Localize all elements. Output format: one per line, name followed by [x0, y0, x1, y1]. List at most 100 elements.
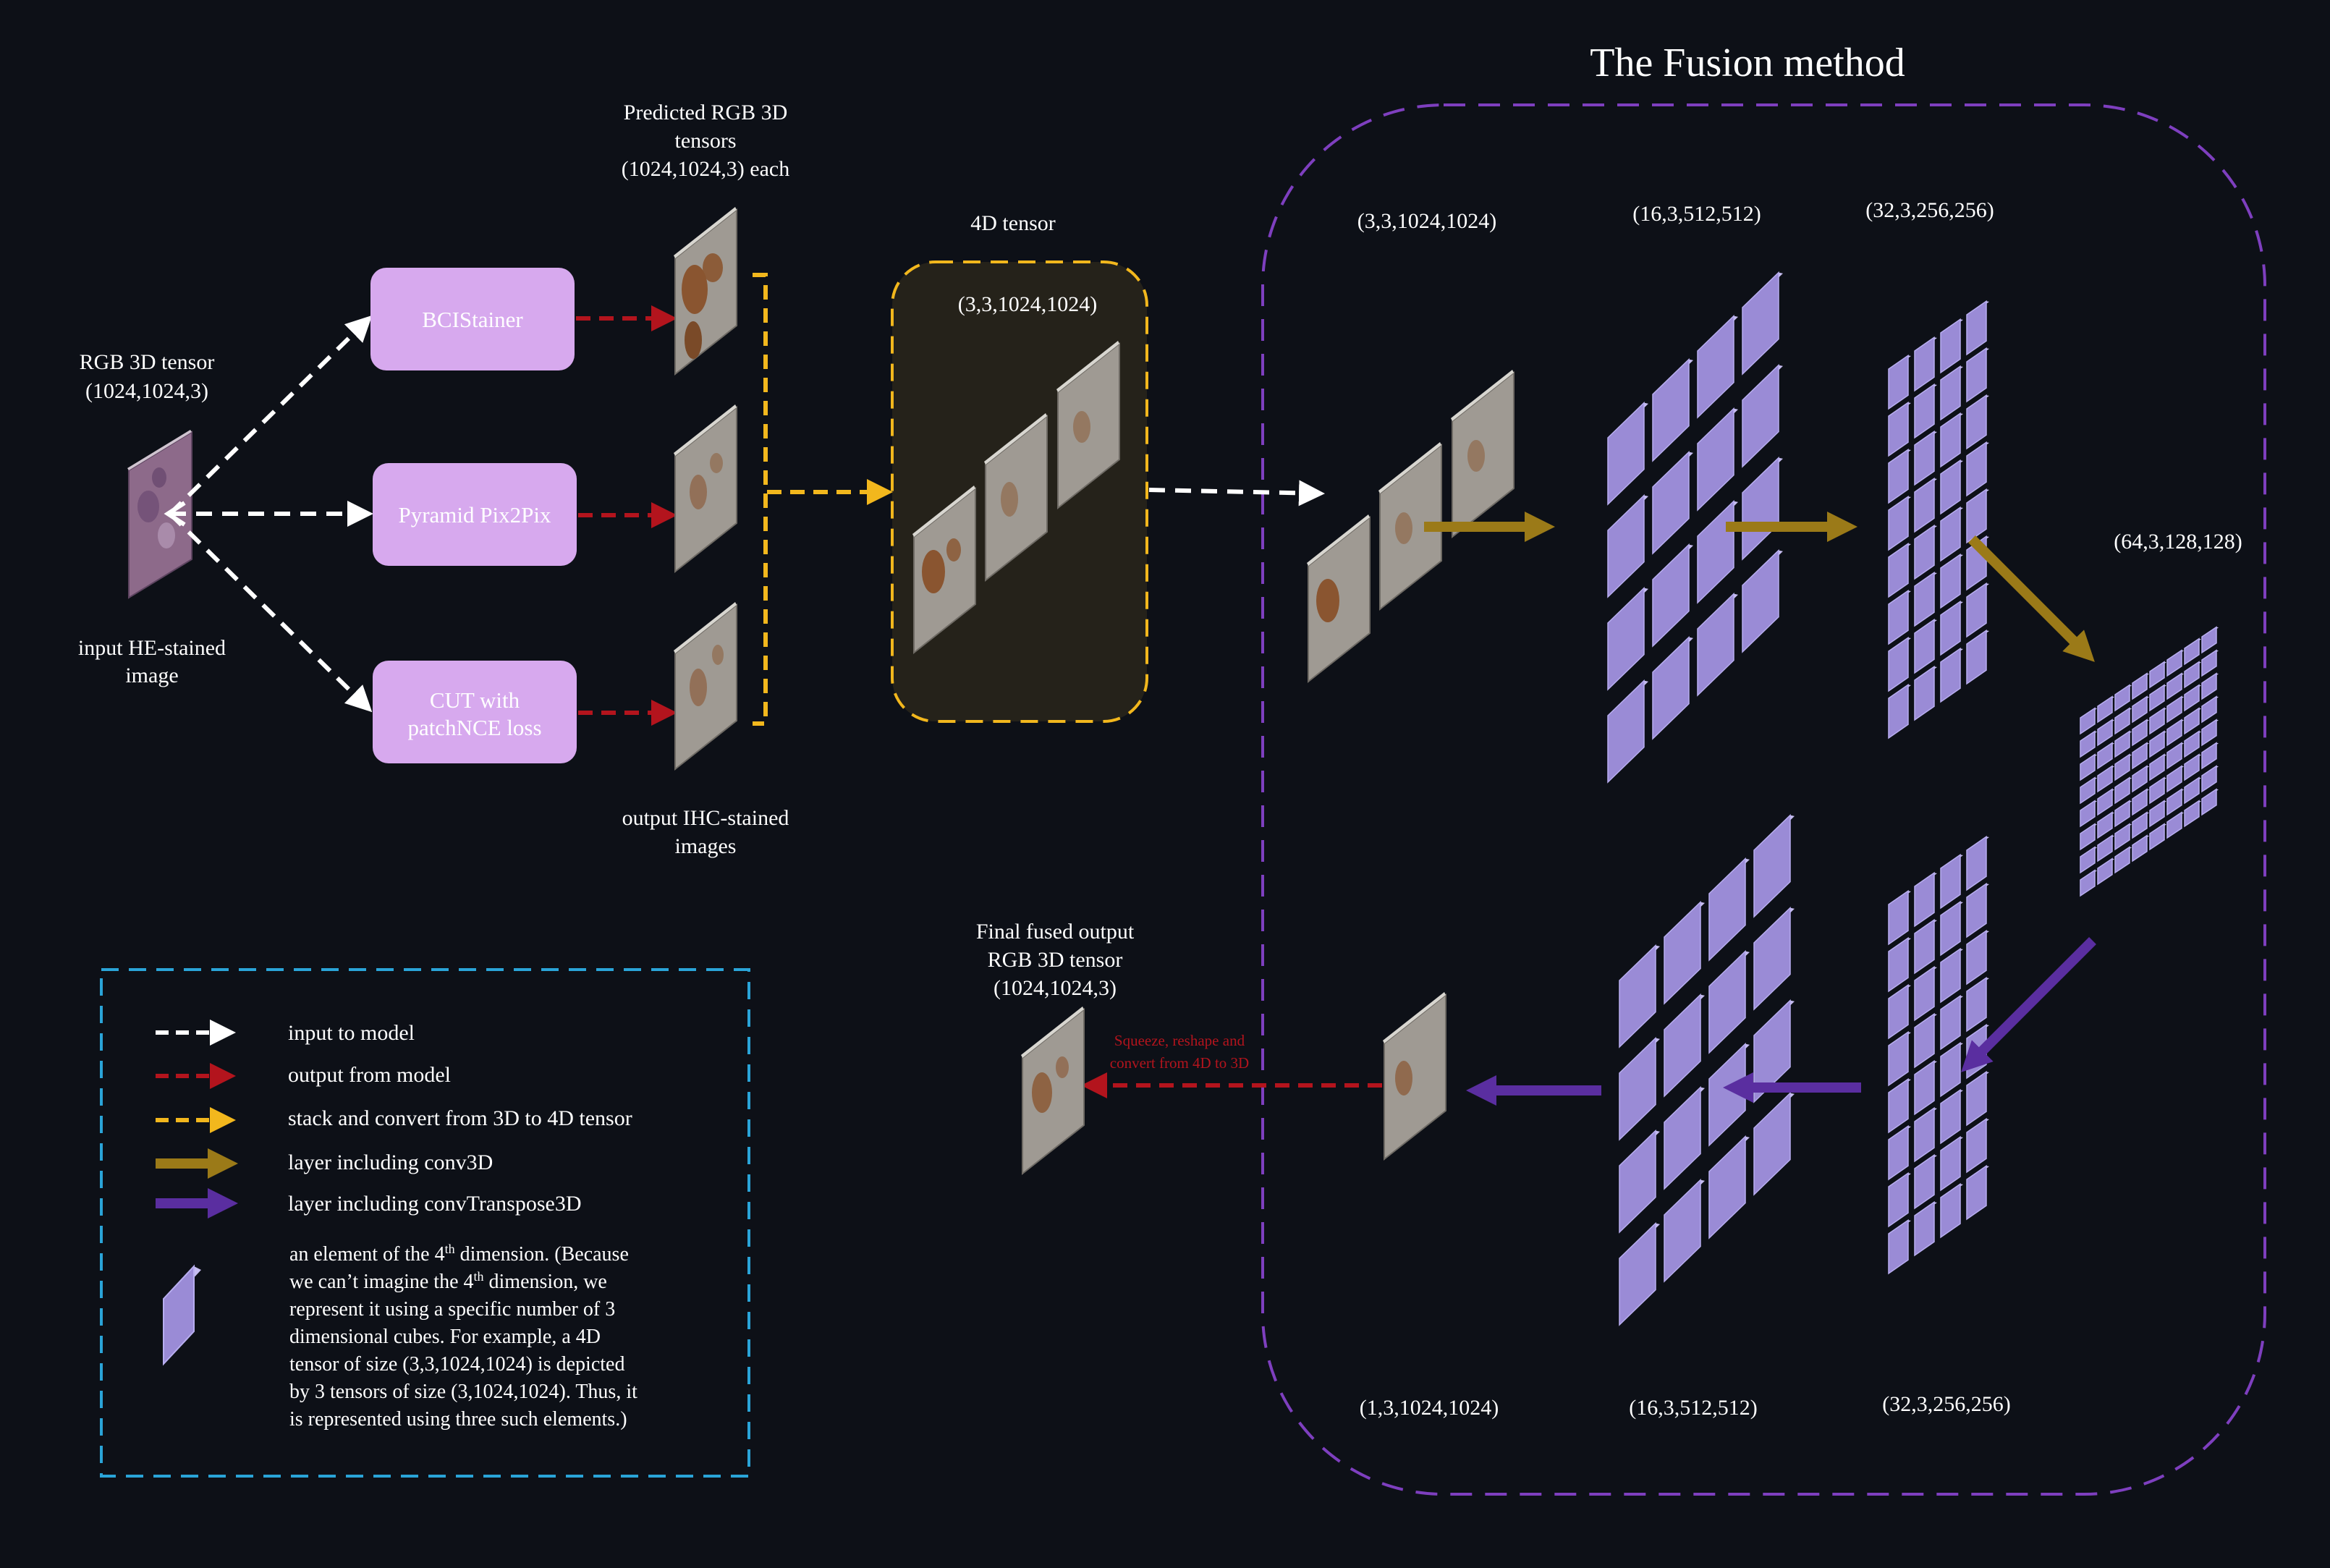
cube-element [1888, 983, 1911, 1040]
cube-element [1888, 1077, 1911, 1134]
legend-element-line-5: tensor of size (3,3,1024,1024) is depict… [289, 1353, 624, 1376]
cube-element [2132, 834, 2149, 863]
predicted-bottom-2: images [675, 834, 737, 858]
cube-element [2114, 684, 2132, 712]
cube-element [2201, 672, 2219, 700]
cube-element [2166, 672, 2184, 700]
cube-element [2080, 869, 2097, 897]
cube-element [2184, 637, 2201, 666]
legend-stack-label: stack and convert from 3D to 4D tensor [288, 1106, 632, 1130]
cube-element [1708, 857, 1750, 962]
cube-element [1940, 318, 1963, 374]
cube-element [1940, 647, 1963, 703]
input-arrow-origin [164, 501, 186, 527]
predicted-label-1: Predicted RGB 3D [624, 101, 788, 124]
cube-element [1940, 853, 1963, 910]
cube-element [2080, 707, 2097, 735]
cube-element [2201, 788, 2219, 816]
cube-element [1966, 441, 1989, 497]
predicted-ihc-1 [674, 207, 737, 376]
cube-element [1966, 488, 1989, 544]
cube-element [1914, 524, 1937, 580]
cube-element [2166, 788, 2184, 816]
tensor4d-slice-3 [1056, 341, 1120, 510]
cube-element [1888, 636, 1911, 692]
cube-element [2149, 661, 2166, 689]
legend-input-label: input to model [288, 1021, 415, 1045]
cube-element [2201, 649, 2219, 677]
cube-element [1914, 477, 1937, 533]
fusion-boundary [1261, 103, 2266, 1496]
final-output-slice [1021, 1007, 1085, 1176]
cube-element [2132, 695, 2149, 724]
cube-element [2097, 788, 2114, 816]
cube-element [2080, 730, 2097, 758]
cube-element [2114, 730, 2132, 758]
cube-element [1888, 401, 1911, 457]
cube-element [1966, 300, 1989, 356]
cube-element [1753, 906, 1795, 1011]
cube-element [2080, 753, 2097, 781]
cube-element [2201, 695, 2219, 724]
cube-element [1697, 314, 1738, 419]
cube-element [1652, 543, 1693, 648]
bottleneck-label: (64,3,128,128) [2114, 530, 2242, 554]
cube-element [2149, 684, 2166, 712]
input-arrow-cut [168, 512, 373, 713]
fusion-input-slice-2 [1378, 442, 1442, 611]
cube-element [1697, 407, 1738, 512]
enc-2-label: (16,3,512,512) [1632, 202, 1761, 226]
cube-element [1664, 1085, 1705, 1190]
dec-1-label: (1,3,1024,1024) [1360, 1396, 1499, 1420]
cube-element [1914, 965, 1937, 1022]
legend-convtranspose-label: layer including convTranspose3D [288, 1192, 582, 1216]
cube-element [2166, 765, 2184, 793]
predicted-ihc-3 [674, 602, 737, 771]
cube-element [1664, 993, 1705, 1098]
cube-element [1966, 394, 1989, 450]
dec-3-label: (32,3,256,256) [1882, 1392, 2010, 1416]
cube-element [2114, 707, 2132, 735]
cube-element [1966, 347, 1989, 403]
enc-3-cube-grid [1888, 300, 1989, 739]
tensor4d-title: 4D tensor [970, 211, 1055, 235]
cube-element [1914, 571, 1937, 627]
cube-element [1742, 548, 1783, 653]
cube-element [1607, 586, 1648, 691]
cube-element [1888, 589, 1911, 645]
cube-element [2097, 857, 2114, 886]
cube-element [1940, 412, 1963, 468]
cube-element [2080, 846, 2097, 874]
cube-element [2132, 788, 2149, 816]
predicted-bottom-1: output IHC-stained [622, 806, 789, 830]
cube-element [2184, 661, 2201, 689]
cube-element [2201, 742, 2219, 770]
input-top-label-1: RGB 3D tensor [80, 350, 215, 374]
bcistainer-label: BCIStainer [422, 307, 523, 332]
cube-element [1940, 1135, 1963, 1192]
cube-element [2097, 834, 2114, 863]
fusion-input-slice-3 [1451, 370, 1514, 539]
cube-element [1607, 679, 1648, 784]
cube-element [1697, 499, 1738, 604]
dec-3-cube-grid [1888, 835, 1989, 1275]
cube-element [1914, 1106, 1937, 1163]
cube-element [1966, 835, 1989, 891]
cube-element [2184, 707, 2201, 735]
cut-model [373, 661, 577, 763]
cube-element [2166, 742, 2184, 770]
cube-element [2184, 730, 2201, 758]
cube-element [2080, 823, 2097, 851]
cube-element [1697, 592, 1738, 697]
predicted-ihc-2 [674, 404, 737, 574]
cube-element [2114, 800, 2132, 828]
cube-element [1888, 936, 1911, 993]
cube-element [1940, 365, 1963, 421]
cube-element [1619, 1129, 1660, 1234]
cube-element [1966, 976, 1989, 1033]
cube-element [1742, 271, 1783, 376]
decoder-output-slice [1383, 992, 1446, 1161]
input-bottom-label-2: image [125, 664, 178, 687]
